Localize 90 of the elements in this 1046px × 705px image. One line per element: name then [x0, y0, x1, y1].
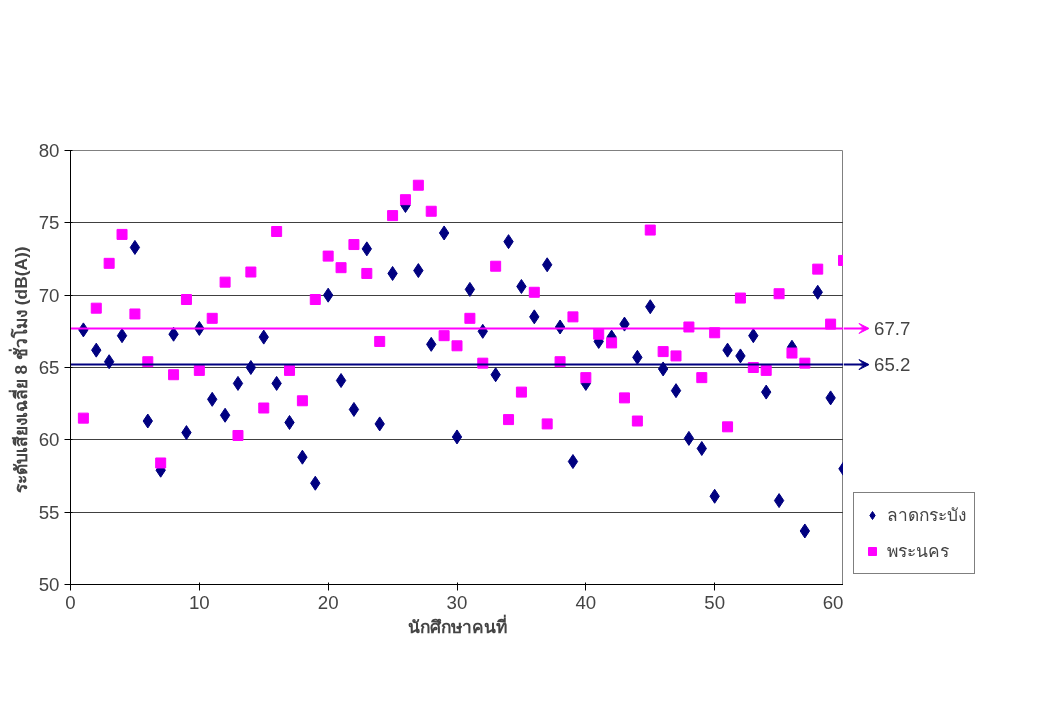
point	[103, 354, 115, 370]
y-tick-label: 65	[38, 357, 60, 378]
point	[219, 407, 231, 423]
point	[245, 360, 257, 375]
point	[734, 292, 746, 304]
point	[232, 375, 244, 391]
ref-line-label: 65.2	[874, 354, 911, 376]
point	[670, 383, 682, 399]
point	[618, 392, 630, 404]
point	[232, 429, 244, 441]
point	[348, 401, 360, 417]
point	[812, 263, 824, 275]
point	[503, 414, 515, 426]
point	[644, 224, 656, 236]
point	[258, 402, 270, 414]
x-tick-label: 30	[446, 591, 468, 613]
point	[773, 493, 785, 509]
point	[412, 179, 424, 191]
point	[515, 386, 527, 398]
point	[799, 523, 811, 539]
y-tick-label: 80	[38, 140, 60, 161]
y-axis-title: ระดับเสียงเฉลี่ย 8 ชั่วโมง (dB(A))	[7, 246, 31, 494]
point	[245, 266, 257, 278]
x-tick-label: 60	[822, 591, 844, 613]
point	[438, 330, 450, 342]
point	[631, 415, 643, 427]
y-tick-label: 70	[38, 284, 60, 306]
point	[567, 454, 579, 470]
point	[77, 412, 89, 424]
y-tick-label: 55	[38, 501, 60, 523]
x-axis-title: นักศึกษาคนที่	[407, 613, 507, 637]
ref-line-label: 67.7	[874, 317, 911, 339]
point	[606, 337, 618, 349]
point	[206, 312, 218, 324]
x-tick-label: 0	[65, 591, 76, 613]
point	[464, 312, 476, 324]
point	[103, 257, 115, 269]
point	[116, 228, 128, 240]
point	[760, 364, 772, 376]
point	[528, 286, 540, 298]
point	[335, 373, 347, 389]
x-tick-label: 10	[188, 591, 210, 613]
y-tick-label: 50	[38, 574, 60, 595]
point	[657, 361, 669, 377]
point	[541, 418, 553, 430]
point	[129, 239, 141, 255]
point	[90, 302, 102, 314]
point	[722, 421, 734, 433]
point	[657, 346, 669, 358]
point	[438, 225, 450, 241]
point	[296, 395, 308, 407]
point	[786, 347, 798, 359]
point	[361, 267, 373, 279]
point	[580, 372, 592, 384]
point	[374, 335, 386, 347]
point	[322, 250, 334, 262]
point	[451, 340, 463, 352]
point	[490, 260, 502, 272]
point	[425, 205, 437, 217]
point	[773, 288, 785, 300]
x-tick-label: 50	[704, 591, 726, 613]
point	[696, 372, 708, 384]
legend-label: พระนคร	[887, 540, 949, 563]
x-tick-label: 40	[575, 591, 597, 613]
point	[387, 210, 399, 222]
point	[825, 318, 837, 330]
legend-label: ลาดกระบัง	[887, 504, 966, 527]
point	[464, 281, 476, 297]
point	[593, 328, 605, 340]
point	[271, 226, 283, 238]
point	[129, 308, 141, 320]
x-tick-label: 20	[317, 591, 339, 613]
point	[116, 328, 128, 344]
point	[670, 350, 682, 362]
point	[335, 262, 347, 274]
point	[399, 194, 411, 206]
y-tick-label: 60	[38, 429, 60, 451]
point	[168, 369, 180, 381]
point	[683, 321, 695, 333]
point	[348, 239, 360, 251]
point	[193, 364, 205, 376]
point	[683, 430, 695, 446]
y-tick-label: 75	[38, 212, 60, 234]
point	[284, 364, 296, 376]
point	[309, 294, 321, 306]
point	[567, 311, 579, 323]
point	[451, 429, 463, 445]
point	[219, 276, 231, 288]
point	[155, 457, 167, 469]
point	[180, 294, 192, 306]
